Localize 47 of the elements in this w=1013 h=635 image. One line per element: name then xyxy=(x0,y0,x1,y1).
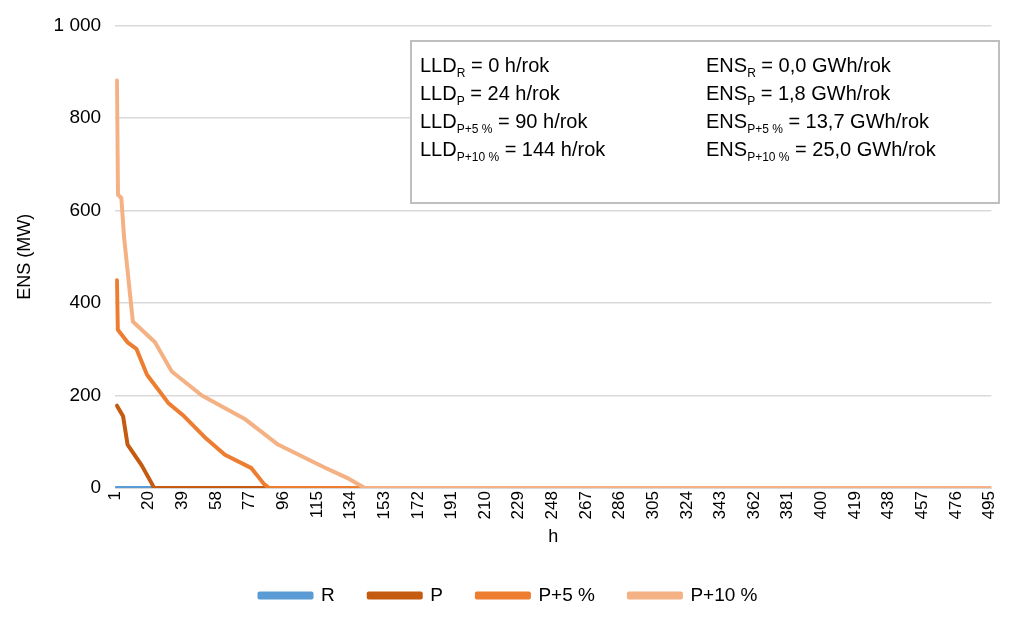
x-tick-label: 305 xyxy=(642,491,662,520)
annotation: ENS$_{P}$ = 1,8 GWh/rok xyxy=(706,82,892,108)
x-tick-label: 134 xyxy=(340,491,360,520)
x-axis-title: h xyxy=(548,526,559,547)
annotation: ENS$_{P+5 %}$ = 13,7 GWh/rok xyxy=(706,110,930,136)
annotation: ENS$_{R}$ = 0,0 GWh/rok xyxy=(706,54,892,80)
x-tick-label: 115 xyxy=(306,491,326,519)
legend-label: R xyxy=(321,583,335,605)
x-tick-label: 77 xyxy=(239,491,259,510)
y-tick-label: 1 000 xyxy=(53,13,102,35)
x-tick-label: 400 xyxy=(811,491,831,520)
x-tick-label: 96 xyxy=(273,491,292,510)
legend-label: P+10 % xyxy=(690,583,758,605)
x-tick-label: 153 xyxy=(373,491,393,520)
x-tick-label: 172 xyxy=(407,491,427,520)
x-tick-label: 381 xyxy=(777,491,797,520)
x-tick-label: 191 xyxy=(441,491,461,520)
x-tick-label: 229 xyxy=(508,491,528,520)
x-tick-label: 286 xyxy=(609,491,629,520)
y-tick-label: 400 xyxy=(69,291,102,313)
annotation: ENS$_{P+10 %}$ = 25,0 GWh/rok xyxy=(706,138,937,164)
annotation: LLD$_{P}$ = 24 h/rok xyxy=(420,82,561,108)
x-tick-label: 419 xyxy=(844,491,864,520)
annotation: LLD$_{R}$ = 0 h/rok xyxy=(420,54,551,80)
y-tick-label: 600 xyxy=(69,198,102,220)
x-tick-label: 20 xyxy=(138,491,158,510)
x-tick-label: 476 xyxy=(945,491,965,520)
x-tick-label: 343 xyxy=(710,491,730,520)
x-tick-label: 457 xyxy=(912,491,932,520)
y-tick-label: 800 xyxy=(69,106,102,128)
legend-label: P+5 % xyxy=(538,583,596,605)
x-tick-label: 248 xyxy=(542,491,562,520)
x-tick-label: 495 xyxy=(979,491,999,520)
x-tick-label: 438 xyxy=(878,491,898,520)
x-tick-label: 210 xyxy=(474,491,494,520)
annotation: LLD$_{P+5 %}$ = 90 h/rok xyxy=(420,110,589,136)
y-axis-title: ENS (MW) xyxy=(13,213,34,300)
x-tick-label: 267 xyxy=(575,491,595,520)
x-tick-label: 58 xyxy=(205,491,225,510)
legend-label: P xyxy=(430,583,443,605)
y-tick-label: 200 xyxy=(69,383,102,405)
x-tick-label: 1 xyxy=(104,491,124,501)
annotation: LLD$_{P+10 %}$ = 144 h/rok xyxy=(420,138,607,164)
x-tick-label: 362 xyxy=(743,491,763,520)
y-tick-label: 0 xyxy=(90,476,102,498)
x-tick-label: 39 xyxy=(172,491,192,510)
x-tick-label: 324 xyxy=(676,491,696,520)
